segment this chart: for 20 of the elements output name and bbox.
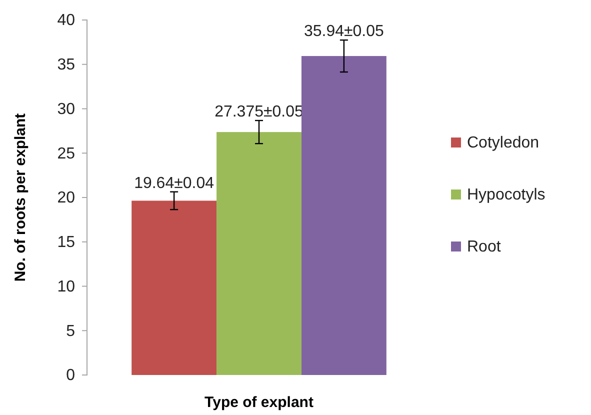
y-tick-label: 30 — [57, 100, 76, 118]
data-label: 35.94±0.05 — [304, 23, 384, 40]
x-axis-title: Type of explant — [204, 394, 314, 411]
bar — [132, 200, 217, 375]
y-tick-label: 25 — [57, 145, 76, 162]
y-tick-label: 35 — [57, 56, 76, 74]
data-label: 19.64±0.04 — [134, 174, 214, 192]
y-axis-title: No. of roots per explant — [12, 113, 29, 282]
data-label: 27.375±0.05 — [214, 104, 304, 121]
y-tick-label: 15 — [57, 234, 76, 251]
bar — [216, 132, 302, 375]
legend-label: Hypocotyls — [467, 186, 546, 204]
y-tick-label: 10 — [57, 278, 76, 296]
y-tick-label: 5 — [66, 322, 76, 340]
legend-label: Cotyledon — [467, 134, 540, 152]
y-tick-label: 0 — [66, 367, 76, 384]
y-tick-label: 20 — [57, 190, 76, 207]
y-tick-label: 40 — [57, 12, 76, 30]
bar — [301, 56, 386, 375]
legend-label: Root — [467, 238, 502, 256]
